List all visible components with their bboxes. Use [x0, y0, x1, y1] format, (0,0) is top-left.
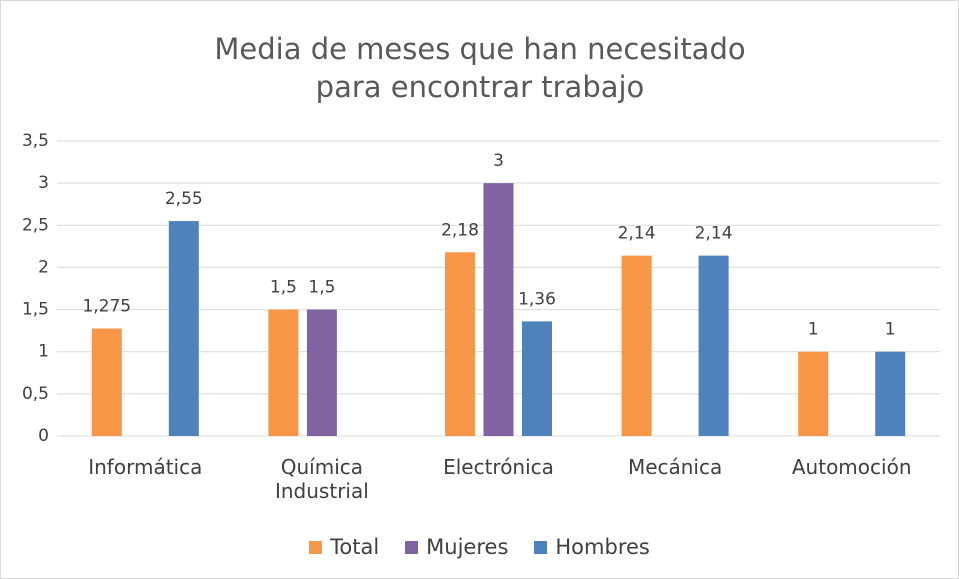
legend-item: Total — [309, 535, 379, 559]
bar — [168, 221, 199, 436]
data-label: 1,5 — [270, 278, 297, 298]
bar — [798, 351, 829, 436]
data-label: 3 — [493, 151, 504, 171]
y-tick-label: 2,5 — [22, 215, 49, 235]
legend-label: Total — [330, 535, 380, 559]
legend-label: Hombres — [555, 535, 650, 559]
bar — [445, 252, 475, 436]
y-tick-label: 2 — [38, 257, 49, 277]
data-label: 2,55 — [165, 189, 203, 209]
x-tick-label: Mecánica — [627, 455, 723, 479]
data-label: 1,36 — [518, 289, 556, 309]
data-label: 2,14 — [695, 224, 733, 244]
y-tick-label: 1 — [38, 342, 49, 362]
bar — [875, 351, 906, 436]
bar — [91, 328, 122, 436]
x-tick-label: Informática — [88, 455, 203, 479]
bar — [698, 255, 729, 436]
data-label: 1 — [808, 320, 819, 340]
y-tick-label: 0 — [38, 426, 49, 446]
legend-item: Mujeres — [405, 535, 508, 559]
data-label: 1,5 — [308, 278, 335, 298]
bar — [522, 321, 552, 436]
legend-item: Hombres — [534, 535, 650, 559]
y-tick-label: 1,5 — [22, 300, 49, 320]
bar — [483, 183, 514, 436]
legend-swatch — [309, 540, 323, 554]
data-label: 2,18 — [441, 220, 479, 240]
y-tick-label: 0,5 — [22, 384, 49, 404]
data-label: 2,14 — [618, 224, 656, 244]
y-tick-label: 3 — [38, 173, 49, 193]
chart-title: Media de meses que han necesitado para e… — [214, 32, 746, 104]
legend-swatch — [405, 540, 419, 554]
x-tick-label: Química Industrial — [274, 455, 369, 503]
bar — [306, 309, 337, 436]
bar — [268, 309, 299, 436]
x-tick-label: Automoción — [791, 455, 912, 479]
data-label: 1 — [885, 320, 896, 340]
y-tick-label: 3,5 — [22, 131, 49, 151]
legend-label: Mujeres — [426, 535, 509, 559]
data-label: 1,275 — [82, 297, 131, 317]
legend: Total Mujeres Hombres — [0, 535, 959, 559]
x-tick-label: Electrónica — [443, 455, 554, 479]
legend-swatch — [534, 540, 548, 554]
bar — [621, 255, 652, 436]
